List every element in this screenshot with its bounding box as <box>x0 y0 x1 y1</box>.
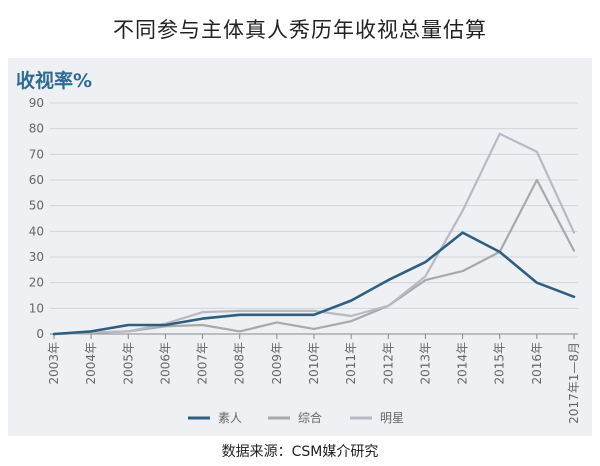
x-tick-label: 2017年1—8月 <box>567 342 581 424</box>
x-tick-label: 2007年 <box>196 342 210 385</box>
x-tick-label: 2014年 <box>456 342 470 385</box>
y-tick-label: 20 <box>29 276 44 290</box>
y-tick-label: 40 <box>29 224 44 238</box>
x-tick-label: 2012年 <box>381 342 395 385</box>
chart-title: 不同参与主体真人秀历年收视总量估算 <box>113 18 487 42</box>
legend-label: 综合 <box>298 410 322 425</box>
x-tick-label: 2008年 <box>233 342 247 385</box>
x-tick-label: 2016年 <box>530 342 544 385</box>
x-tick-label: 2015年 <box>493 342 507 385</box>
y-tick-label: 30 <box>29 250 44 264</box>
y-tick-labels: 0 10 20 30 40 50 60 70 80 90 <box>29 96 44 341</box>
legend: 素人 综合 明星 <box>188 410 404 425</box>
x-tick-label: 2010年 <box>307 342 321 385</box>
grid-lines <box>50 102 578 335</box>
y-tick-label: 70 <box>29 147 44 161</box>
legend-label: 明星 <box>380 411 404 425</box>
y-tick-label: 90 <box>29 96 44 110</box>
x-tick-label: 2005年 <box>121 342 135 385</box>
series-line-2 <box>52 132 576 336</box>
x-tick-label: 2011年 <box>344 342 358 385</box>
x-tick-label: 2006年 <box>158 342 172 385</box>
y-tick-label: 50 <box>29 199 44 213</box>
x-tick-label: 2003年 <box>47 342 61 385</box>
x-tick-label: 2009年 <box>270 342 284 385</box>
y-axis-label: 收视率% <box>16 70 93 92</box>
y-tick-label: 60 <box>29 173 44 187</box>
chart-panel <box>8 58 592 436</box>
x-tick-label: 2004年 <box>84 342 98 385</box>
y-tick-label: 10 <box>29 301 44 315</box>
legend-label: 素人 <box>218 411 242 425</box>
series-lines <box>52 132 576 336</box>
series-line-0 <box>52 231 576 336</box>
x-axis <box>53 334 575 339</box>
x-tick-labels: 2003年 2004年 2005年 2006年 2007年 2008年 2009年 2010年… <box>47 342 581 424</box>
x-tick-label: 2013年 <box>418 342 432 385</box>
y-tick-label: 0 <box>36 327 44 341</box>
source-note: 数据来源：CSM媒介研究 <box>221 444 379 460</box>
y-tick-label: 80 <box>29 122 44 136</box>
